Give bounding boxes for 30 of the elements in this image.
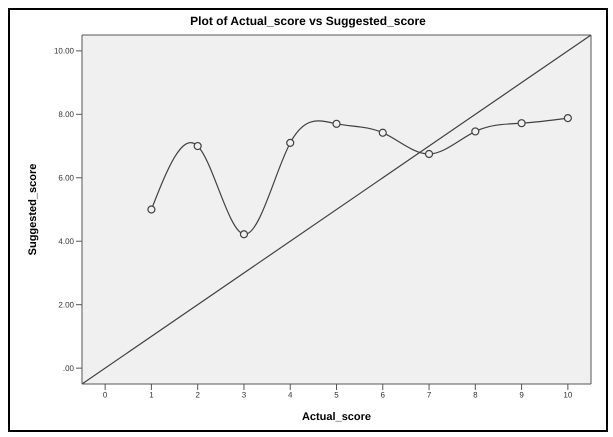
y-tick-label: .00 [62, 364, 75, 373]
point [471, 127, 480, 136]
y-tick-label: 4.00 [58, 237, 75, 246]
x-tick-label: 4 [288, 390, 293, 400]
point [517, 119, 526, 128]
x-tick-label: 0 [102, 390, 108, 400]
point [564, 114, 572, 122]
point [147, 205, 156, 214]
y-tick-label: 10.00 [54, 46, 75, 56]
point [194, 142, 202, 150]
x-tick-label: 6 [380, 390, 386, 400]
x-tick-label: 1 [149, 390, 154, 400]
point [332, 120, 341, 128]
x-axis-title: Actual_score [302, 411, 372, 423]
point [424, 150, 434, 158]
y-axis-title: Suggested_score [26, 164, 39, 256]
point [378, 128, 387, 137]
x-tick-label: 10 [563, 390, 573, 400]
point [286, 138, 294, 147]
chart-title: Plot of Actual_score vs Suggested_score [189, 14, 427, 28]
point [240, 230, 248, 238]
x-tick-label: 2 [195, 390, 200, 400]
x-tick-label: 3 [242, 390, 247, 400]
y-tick-label: 2.00 [58, 300, 75, 310]
y-tick-label: 6.00 [58, 174, 75, 183]
x-tick-label: 8 [473, 390, 478, 400]
x-tick-label: 5 [334, 390, 340, 400]
x-tick-label: 9 [519, 390, 524, 400]
x-tick-label: 7 [426, 390, 432, 400]
y-tick-label: 8.00 [58, 110, 75, 120]
